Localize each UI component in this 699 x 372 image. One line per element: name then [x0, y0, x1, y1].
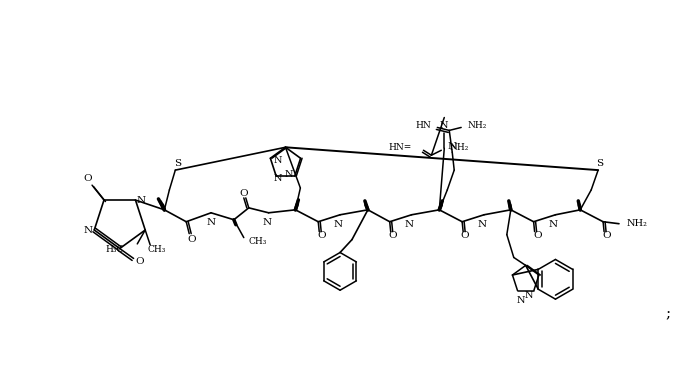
Text: N: N: [274, 156, 282, 165]
Text: O: O: [461, 231, 470, 240]
Text: NH₂: NH₂: [467, 121, 487, 130]
Text: S: S: [596, 159, 604, 168]
Text: N: N: [274, 173, 282, 183]
Text: O: O: [389, 231, 397, 240]
Text: S: S: [174, 159, 181, 168]
Text: O: O: [603, 231, 612, 240]
Text: N: N: [84, 225, 93, 234]
Text: N: N: [137, 196, 146, 205]
Text: N: N: [525, 291, 533, 300]
Text: N: N: [206, 218, 215, 227]
Text: N: N: [405, 220, 414, 229]
Text: HN: HN: [416, 121, 431, 130]
Text: O: O: [187, 235, 196, 244]
Text: NH₂: NH₂: [449, 143, 468, 152]
Text: O: O: [240, 189, 248, 198]
Text: CH₃: CH₃: [147, 246, 166, 254]
Text: O: O: [84, 174, 92, 183]
Text: CH₃: CH₃: [249, 237, 267, 246]
Text: NH₂: NH₂: [627, 219, 648, 228]
Text: O: O: [533, 231, 542, 240]
Text: O: O: [136, 257, 144, 266]
Text: O: O: [317, 231, 326, 240]
Text: N: N: [440, 121, 449, 130]
Text: H₃C: H₃C: [105, 246, 124, 254]
Text: N: N: [477, 220, 487, 229]
Text: N: N: [333, 220, 343, 229]
Text: N: N: [284, 170, 293, 179]
Text: N: N: [549, 220, 558, 229]
Text: ;: ;: [665, 307, 670, 321]
Text: N: N: [447, 142, 456, 151]
Text: HN=: HN=: [388, 143, 412, 152]
Text: N: N: [517, 296, 525, 305]
Text: N: N: [262, 218, 271, 227]
